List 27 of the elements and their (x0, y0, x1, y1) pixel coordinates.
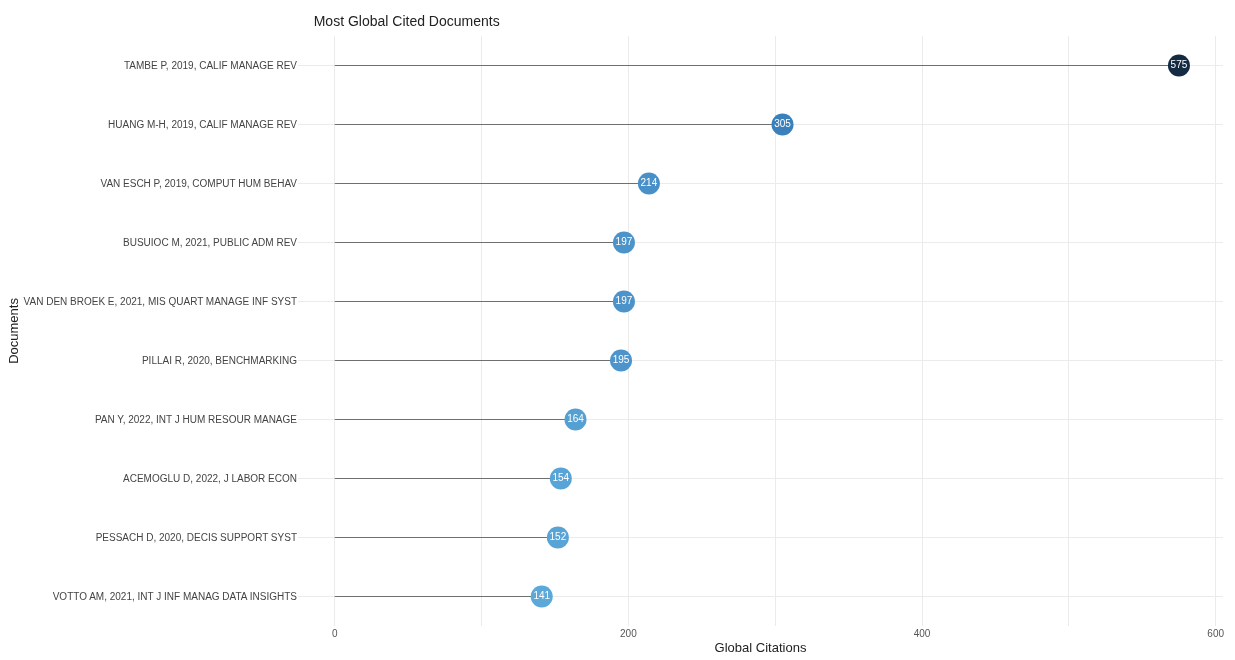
data-label: 305 (774, 118, 792, 129)
y-tick-label: HUANG M-H, 2019, CALIF MANAGE REV (108, 119, 298, 130)
data-label: 154 (552, 472, 570, 483)
y-tick-label: PAN Y, 2022, INT J HUM RESOUR MANAGE (94, 414, 298, 425)
x-tick-label: 200 (620, 628, 638, 639)
y-tick-label: PESSACH D, 2020, DECIS SUPPORT SYST (95, 532, 297, 543)
y-axis-title: Documents (5, 297, 21, 364)
data-label: 141 (533, 590, 551, 601)
y-tick-label: VAN ESCH P, 2019, COMPUT HUM BEHAV (100, 178, 298, 189)
x-axis-title: Global Citations (714, 639, 807, 655)
data-label: 197 (615, 236, 633, 247)
data-label: 164 (567, 413, 585, 424)
x-tick-label: 600 (1207, 628, 1225, 639)
y-tick-label: BUSUIOC M, 2021, PUBLIC ADM REV (123, 237, 298, 248)
data-label: 197 (615, 295, 633, 306)
chart-title: Most Global Cited Documents (313, 13, 500, 30)
x-tick-label: 0 (331, 628, 338, 639)
data-label: 195 (612, 354, 630, 365)
data-label: 575 (1170, 59, 1188, 70)
y-tick-label: PILLAI R, 2020, BENCHMARKING (141, 355, 298, 366)
y-tick-label: ACEMOGLU D, 2022, J LABOR ECON (123, 473, 297, 484)
y-tick-label: TAMBE P, 2019, CALIF MANAGE REV (123, 60, 298, 71)
y-tick-label: VOTTO AM, 2021, INT J INF MANAG DATA INSIGHTS (52, 591, 298, 602)
data-label: 214 (640, 177, 658, 188)
x-tick-label: 400 (913, 628, 931, 639)
y-tick-label: VAN DEN BROEK E, 2021, MIS QUART MANAGE INF SYST (23, 296, 297, 307)
data-label: 152 (549, 531, 567, 542)
